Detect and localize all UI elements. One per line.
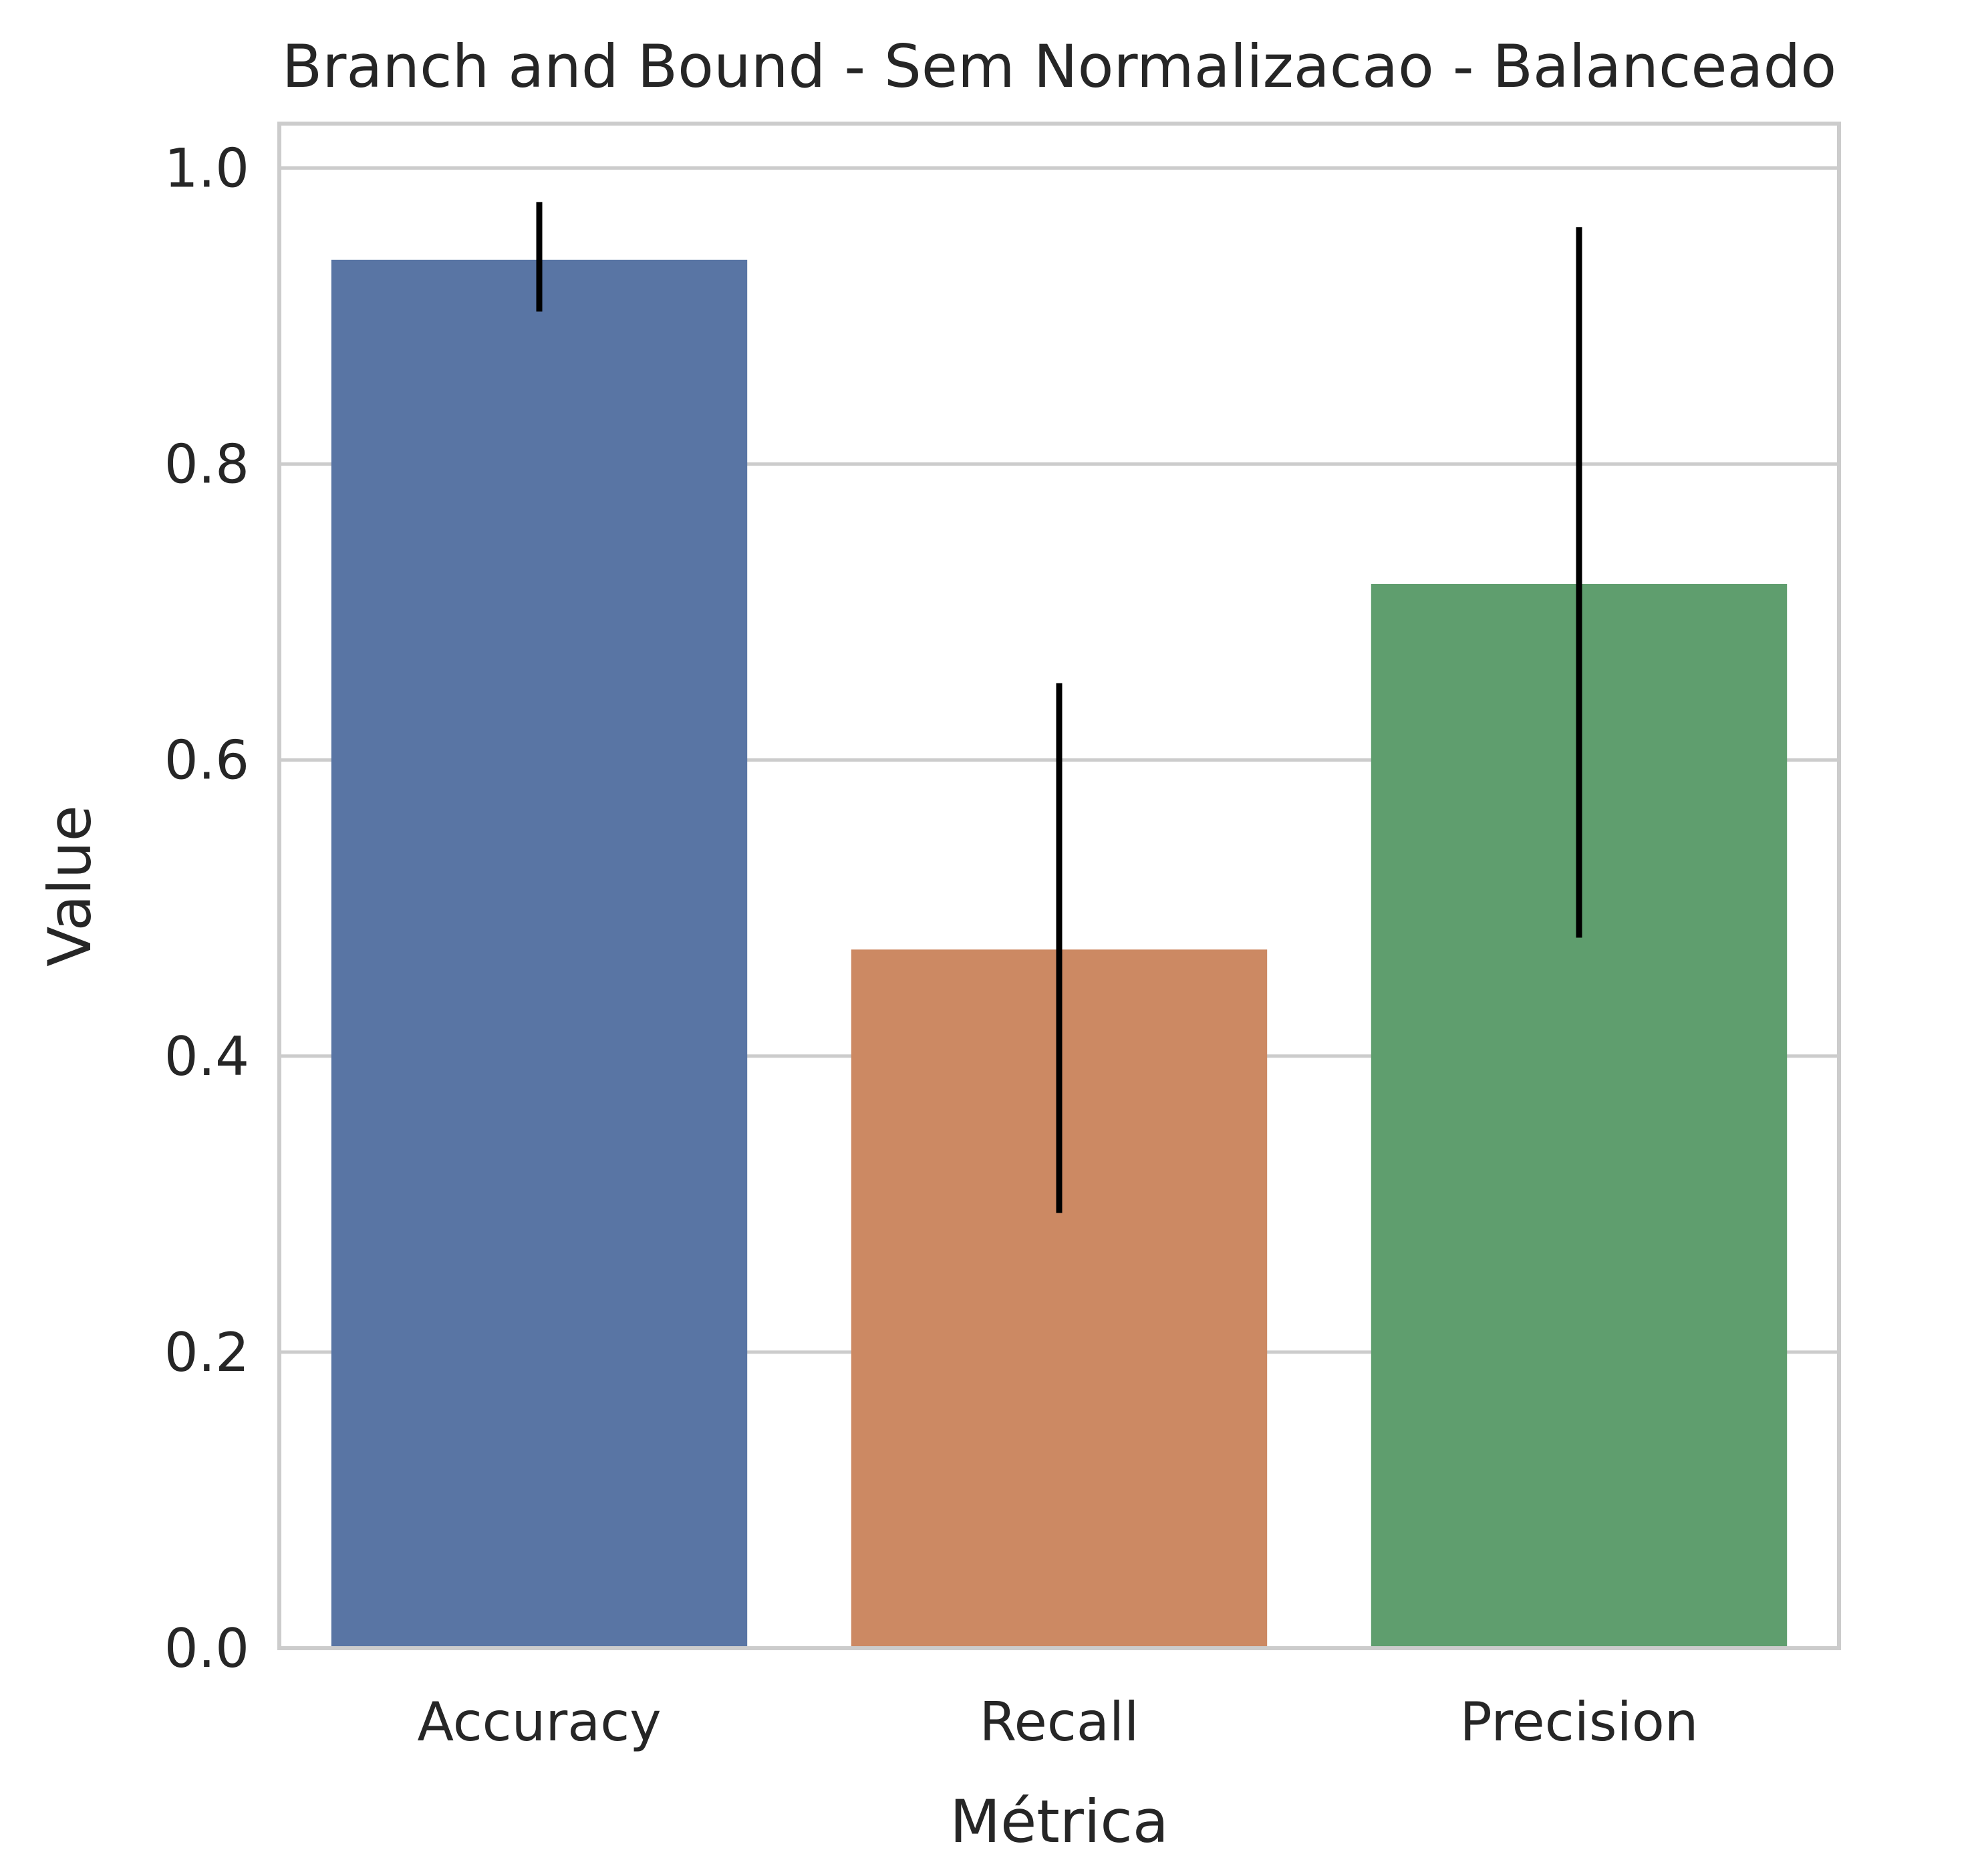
- chart-title: Branch and Bound - Sem Normalizacao - Ba…: [282, 32, 1836, 101]
- x-tick-label: Recall: [980, 1691, 1139, 1753]
- y-tick-label: 0.0: [164, 1617, 249, 1680]
- x-tick-label: Precision: [1460, 1691, 1699, 1753]
- y-tick-label: 0.6: [164, 730, 249, 792]
- x-tick-label: Accuracy: [417, 1691, 661, 1753]
- error-bars: [536, 202, 1582, 1213]
- y-tick-label: 0.8: [164, 434, 249, 496]
- x-tick-labels: Accuracy Recall Precision: [417, 1691, 1698, 1753]
- bar-accuracy: [331, 259, 748, 1649]
- y-tick-label: 0.2: [164, 1321, 249, 1384]
- x-axis-label: Métrica: [950, 1787, 1169, 1856]
- y-tick-labels: 0.0 0.2 0.4 0.6 0.8 1.0: [164, 137, 249, 1680]
- y-tick-label: 0.4: [164, 1026, 249, 1088]
- y-tick-label: 1.0: [164, 137, 249, 199]
- plot-frame: [277, 122, 1841, 1650]
- bars: [331, 259, 1788, 1649]
- y-axis-label: Value: [35, 805, 104, 967]
